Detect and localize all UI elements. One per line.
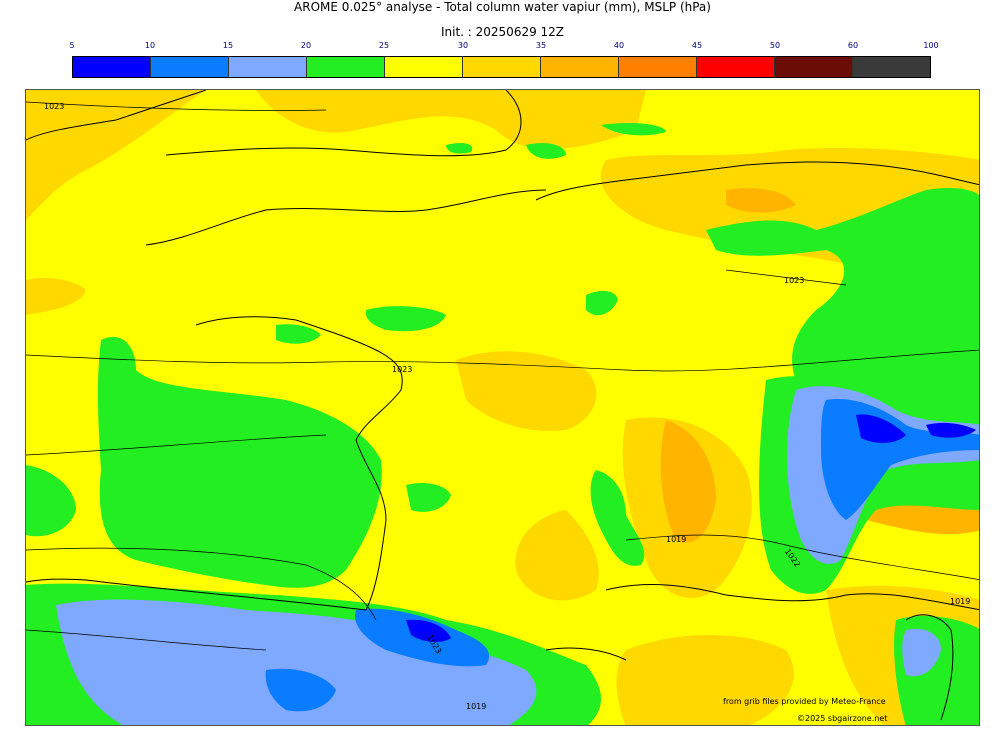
isobar-label: 1023 [44, 102, 64, 111]
colorbar-ticks: 5 10 15 20 25 30 35 40 45 50 60 100 [69, 41, 938, 53]
init-time: Init. : 20250629 12Z [440, 25, 565, 39]
colorbar-swatch [697, 57, 775, 77]
colorbar-tick: 30 [457, 41, 469, 50]
colorbar-tick: 40 [613, 41, 625, 50]
colorbar-swatch [385, 57, 463, 77]
isobar-label: 1023 [392, 365, 412, 374]
data-source-credit: from grib files provided by Meteo-France [723, 697, 886, 706]
colorbar-swatch [775, 57, 853, 77]
colorbar-swatch [151, 57, 229, 77]
colorbar-tick: 50 [769, 41, 781, 50]
isobar-label: 1019 [466, 702, 486, 711]
colorbar-tick: 20 [300, 41, 312, 50]
colorbar-swatch [307, 57, 385, 77]
colorbar-swatch [73, 57, 151, 77]
map-canvas: 1023 1023 1023 1019 1022 1019 1023 1019 [26, 90, 979, 725]
tcwv-5-10-areas [406, 414, 976, 642]
colorbar-tick: 25 [378, 41, 390, 50]
isobar-label: 1019 [666, 535, 686, 544]
colorbar-swatch [229, 57, 307, 77]
chart-title: AROME 0.025° analyse - Total column wate… [294, 0, 711, 14]
colorbar-tick: 60 [847, 41, 859, 50]
weather-map: 1023 1023 1023 1019 1022 1019 1023 1019 [25, 89, 980, 726]
colorbar-swatch [619, 57, 697, 77]
colorbar-tick: 5 [69, 41, 75, 50]
colorbar-swatch [541, 57, 619, 77]
isobar-label: 1023 [784, 276, 804, 285]
colorbar-tick: 15 [222, 41, 234, 50]
colorbar-tick: 100 [923, 41, 939, 50]
coastlines [26, 90, 979, 721]
isobars [26, 101, 979, 651]
isobar-label: 1019 [950, 597, 970, 606]
colorbar-swatch [463, 57, 541, 77]
copyright-credit: ©2025 sbgairzone.net [797, 714, 888, 723]
colorbar [72, 56, 931, 78]
colorbar-tick: 45 [691, 41, 703, 50]
colorbar-tick: 10 [144, 41, 156, 50]
colorbar-swatch [853, 57, 930, 77]
colorbar-tick: 35 [535, 41, 547, 50]
